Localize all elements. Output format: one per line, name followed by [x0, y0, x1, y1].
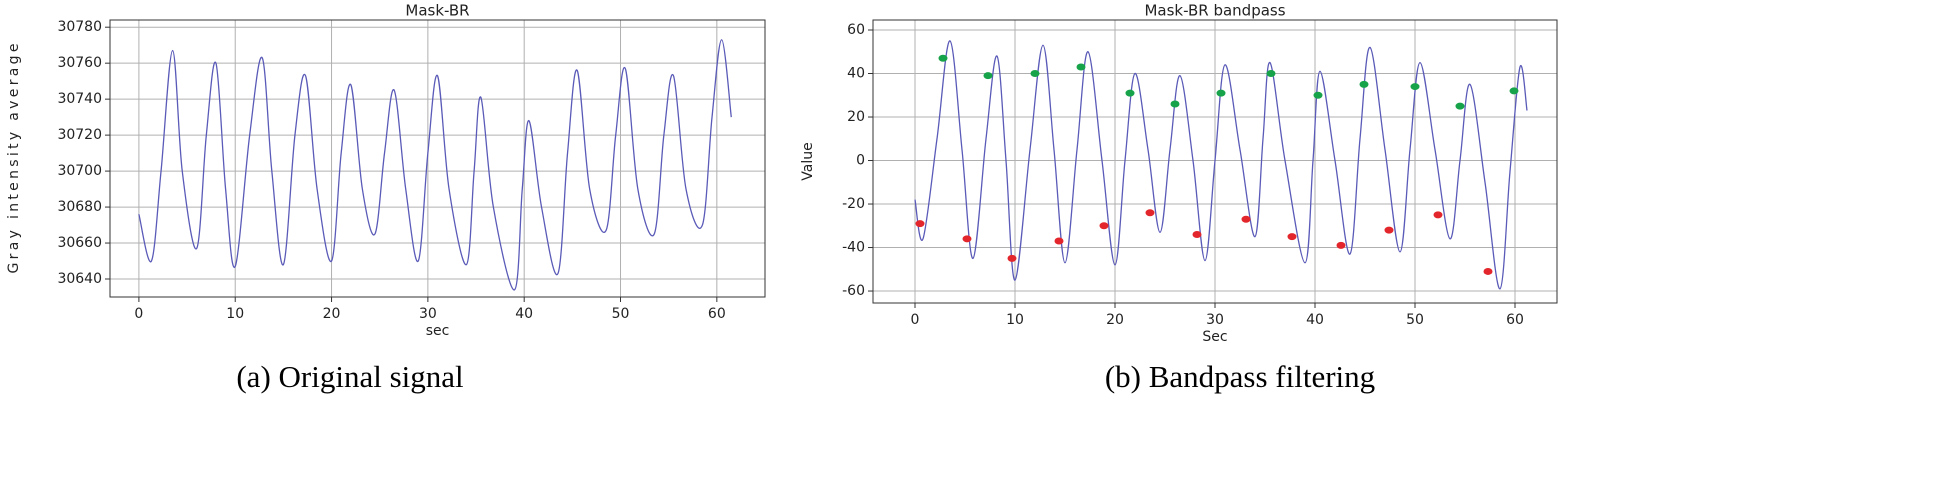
x-tick-label: 50 [612, 306, 630, 322]
peak-point [1266, 70, 1276, 78]
chart: 0 10 20 30 40 50 60 30640 30660 30680 30700 30720 30… [6, 2, 766, 394]
peak-point [1054, 237, 1064, 245]
y-tick-label: 20 [847, 109, 865, 125]
x-tick-label: 0 [134, 306, 143, 322]
y-tick-label: -60 [842, 283, 865, 299]
peak-point [1125, 89, 1135, 97]
x-tick-label: 10 [1006, 312, 1024, 328]
peak-point [1170, 100, 1180, 108]
chart-title: Mask-BR [405, 2, 469, 20]
x-tick-label: 20 [1106, 312, 1124, 328]
peak-point [1099, 222, 1109, 230]
y-tick-label: 30720 [57, 127, 102, 143]
peak-point [1359, 80, 1369, 88]
x-tick-label: 60 [1506, 312, 1524, 328]
peak-point [1483, 267, 1493, 275]
y-tick-label: 30660 [57, 235, 102, 251]
peak-point [1030, 70, 1040, 78]
peak-point [983, 72, 993, 80]
y-tick-label: 30740 [57, 91, 102, 107]
peak-point [1509, 87, 1519, 95]
chart: 0 10 20 30 40 50 60 -60 -40 -20 0 20 40 60 Mask-BR ban… [800, 2, 1558, 394]
peak-point [938, 54, 948, 62]
x-tick-label: 20 [323, 306, 341, 322]
caption: (b) Bandpass filtering [1105, 359, 1375, 394]
peak-point [915, 220, 925, 228]
x-tick-label: 50 [1406, 312, 1424, 328]
peak-point [1384, 226, 1394, 234]
x-tick-label: 30 [1206, 312, 1224, 328]
y-tick-label: 30700 [57, 163, 102, 179]
y-tick-label: 30760 [57, 55, 102, 71]
peak-point [1007, 254, 1017, 262]
peak-point [1076, 63, 1086, 71]
x-axis-label: sec [426, 323, 450, 339]
x-tick-label: 60 [708, 306, 726, 322]
y-tick-label: -20 [842, 196, 865, 212]
y-tick-label: 30640 [57, 271, 102, 287]
x-axis-label: Sec [1202, 329, 1227, 345]
peak-point [1216, 89, 1226, 97]
peak-point [1433, 211, 1443, 219]
x-tick-label: 40 [1306, 312, 1324, 328]
y-axis-label: Value [800, 142, 816, 180]
y-tick-label: 0 [856, 153, 865, 169]
peak-point [962, 235, 972, 243]
caption: (a) Original signal [236, 359, 463, 394]
y-tick-label: 40 [847, 66, 865, 82]
peak-point [1192, 230, 1202, 238]
plot-frame [872, 19, 1558, 304]
x-tick-label: 10 [226, 306, 244, 322]
peak-point [1313, 91, 1323, 99]
y-tick-label: 60 [847, 22, 865, 38]
peak-point [1410, 83, 1420, 91]
y-axis-label: Gray intensity average [6, 43, 22, 273]
peak-point [1287, 233, 1297, 241]
peak-point [1241, 215, 1251, 223]
plot-frame [109, 19, 766, 298]
peak-point [1455, 102, 1465, 110]
y-tick-label: 30780 [57, 19, 102, 35]
x-tick-label: 0 [911, 312, 920, 328]
chart-title: Mask-BR bandpass [1144, 2, 1285, 20]
y-tick-label: -40 [842, 240, 865, 256]
peak-point [1145, 209, 1155, 217]
peak-point [1336, 241, 1346, 249]
signal-line [138, 39, 732, 291]
x-tick-label: 30 [419, 306, 437, 322]
signal-line [914, 40, 1528, 290]
x-tick-label: 40 [515, 306, 533, 322]
y-tick-label: 30680 [57, 199, 102, 215]
